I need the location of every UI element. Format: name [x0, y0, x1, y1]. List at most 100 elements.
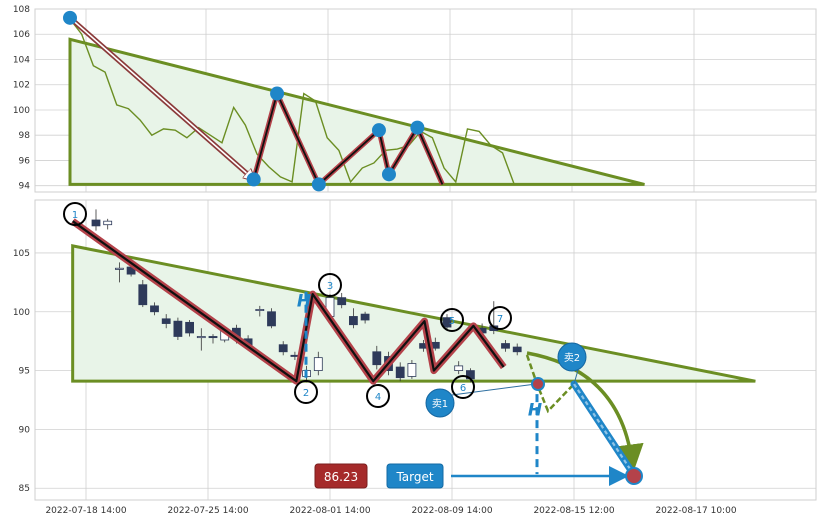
signal-bubble — [557, 342, 587, 372]
candle-body — [267, 311, 276, 327]
bottom-y-tick-label: 95 — [19, 367, 30, 377]
pattern-point-circle — [451, 375, 475, 399]
candle-body — [395, 366, 405, 379]
pattern-point-label: 5 — [449, 316, 455, 327]
top-pattern-point — [270, 86, 285, 101]
candle-body — [512, 346, 522, 353]
pattern-point-circle — [366, 384, 390, 408]
candle-body — [196, 336, 206, 339]
signal-label: 卖1 — [432, 398, 448, 410]
candle-body — [115, 267, 124, 270]
pattern-point-labels: 1 2 3 4 5 6 7 — [63, 202, 512, 408]
target-lines — [451, 380, 636, 486]
top-panel: 94 96 98 100 102 104 106 108 — [13, 5, 817, 193]
price-box: 86.23 — [314, 463, 368, 489]
target-point — [625, 467, 643, 485]
bottom-x-ticks: 2022-07-18 14:00 2022-07-25 14:00 2022-08-… — [45, 506, 736, 516]
pattern-point-label: 1 — [72, 210, 78, 221]
candle-body — [103, 220, 113, 226]
pattern-point-circle — [318, 273, 342, 297]
top-pattern-point — [311, 177, 326, 192]
top-y-tick-label: 100 — [13, 106, 30, 116]
candle-body — [150, 305, 159, 313]
pattern-point-label: 6 — [460, 383, 466, 394]
candle-body — [255, 309, 265, 311]
top-pattern-point — [63, 10, 77, 25]
bottom-y-tick-label: 90 — [19, 425, 31, 435]
top-y-tick-label: 96 — [19, 156, 31, 166]
candle-body — [454, 365, 464, 371]
target-marker — [625, 467, 643, 485]
bottom-y-ticks: 85 90 95 100 105 — [13, 249, 30, 494]
candle-body — [278, 344, 288, 353]
top-y-tick-label: 102 — [13, 81, 30, 91]
top-y-tick-label: 94 — [19, 182, 31, 192]
x-tick-label: 2022-07-25 14:00 — [167, 506, 248, 516]
pattern-point-label: 7 — [497, 314, 503, 325]
price-box-bg — [314, 463, 368, 489]
x-tick-label: 2022-08-09 14:00 — [411, 506, 492, 516]
top-pattern-point — [246, 172, 261, 187]
candle-body — [407, 363, 417, 377]
top-y-tick-label: 104 — [13, 55, 30, 65]
target-box: Target — [386, 463, 444, 489]
candle-body — [442, 317, 452, 328]
pattern-point-label: 2 — [303, 388, 309, 399]
pattern-point-circle — [63, 202, 87, 226]
top-arrow-highlight — [69, 17, 254, 180]
bottom-y-tick-label: 85 — [19, 484, 30, 494]
height-label: H — [528, 401, 542, 421]
candle-body — [173, 320, 183, 337]
x-tick-label: 2022-07-18 14:00 — [45, 506, 126, 516]
pattern-point-label: 4 — [375, 392, 381, 403]
target-blue-band-inner — [573, 383, 633, 473]
breakout-marker — [531, 377, 545, 391]
breakout-point — [531, 377, 545, 391]
candle-body — [138, 284, 148, 306]
curved-projection-arrow — [526, 351, 644, 473]
pattern-point-circle — [440, 308, 464, 332]
bottom-y-tick-label: 100 — [13, 308, 30, 318]
candle-body — [372, 351, 382, 366]
candle-body — [185, 321, 195, 334]
bottom-pattern-line-inner — [72, 220, 505, 383]
signal-bubble — [425, 388, 455, 418]
candle-body — [501, 343, 510, 349]
candle-body — [360, 313, 370, 321]
top-close-line — [69, 18, 515, 185]
top-pattern-point — [381, 167, 396, 182]
top-triangle-pattern — [68, 37, 645, 186]
height-label: H — [297, 291, 311, 311]
candle-body — [337, 297, 347, 306]
pattern-point-circle — [488, 306, 512, 330]
candle-body — [161, 318, 171, 324]
sell-signals: 卖1 卖2 — [425, 342, 587, 418]
signal-label: 卖2 — [564, 352, 580, 364]
pattern-point-label: 3 — [327, 281, 333, 292]
top-y-tick-label: 98 — [19, 131, 31, 141]
top-y-tick-label: 106 — [13, 30, 30, 40]
top-y-ticks: 94 96 98 100 102 104 106 108 — [13, 5, 30, 192]
candle-body — [313, 357, 323, 371]
pattern-point-circle — [294, 380, 318, 404]
top-pattern-points — [63, 10, 425, 192]
height-markers: HH — [297, 291, 542, 475]
top-y-tick-label: 108 — [13, 5, 30, 15]
bottom-panel: 85 90 95 100 105 2022-07-18 14:00 2022-07-25 … — [13, 199, 817, 516]
x-tick-label: 2022-08-17 10:00 — [655, 506, 736, 516]
target-text: Target — [395, 470, 433, 484]
top-pattern-point — [410, 120, 425, 135]
candle-body — [91, 219, 101, 227]
price-value: 86.23 — [324, 470, 358, 484]
x-tick-label: 2022-08-01 14:00 — [289, 506, 370, 516]
top-pattern-point — [371, 123, 386, 138]
signal-connector — [451, 383, 537, 396]
projection-line — [525, 354, 575, 414]
candle-body — [208, 336, 218, 339]
x-tick-label: 2022-08-15 12:00 — [533, 506, 614, 516]
bottom-y-tick-label: 105 — [13, 249, 30, 259]
target-box-bg — [386, 463, 444, 489]
candle-body — [348, 316, 358, 326]
